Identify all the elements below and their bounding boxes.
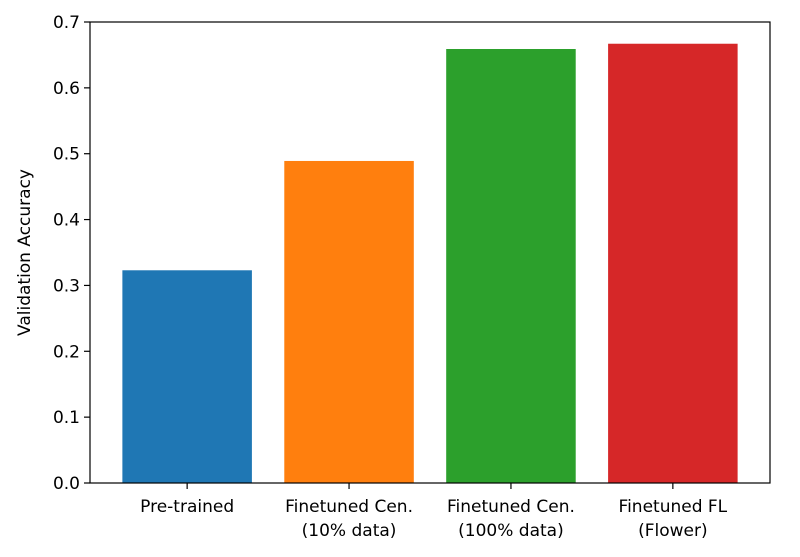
y-tick-label: 0.2 <box>53 342 80 362</box>
x-tick-label: (100% data) <box>458 521 564 541</box>
y-axis: 0.0 0.1 0.2 0.3 0.4 0.5 0.6 0.7 <box>53 13 90 494</box>
y-tick-label: 0.0 <box>53 474 80 494</box>
bar <box>608 43 738 484</box>
bar <box>122 270 252 483</box>
x-tick-label: Pre-trained <box>140 497 234 517</box>
y-tick-label: 0.7 <box>53 13 80 33</box>
x-tick-label: (10% data) <box>302 521 397 541</box>
y-tick-label: 0.5 <box>53 145 80 165</box>
bar <box>446 49 576 483</box>
x-tick-label: Finetuned Cen. <box>285 497 413 517</box>
y-axis-label: Validation Accuracy <box>15 169 35 336</box>
plot-frame <box>89 21 771 484</box>
x-tick-label: Finetuned FL <box>619 497 728 517</box>
y-tick-label: 0.3 <box>53 276 80 296</box>
y-tick-label: 0.4 <box>53 211 80 231</box>
x-tick-label: (Flower) <box>638 521 708 541</box>
y-tick-label: 0.1 <box>53 408 80 428</box>
bar <box>284 160 414 484</box>
y-tick-label: 0.6 <box>53 79 80 99</box>
x-axis: Pre-trained Finetuned Cen. (10% data) Finet… <box>140 483 728 541</box>
bars-group <box>122 43 738 484</box>
x-tick-label: Finetuned Cen. <box>447 497 575 517</box>
